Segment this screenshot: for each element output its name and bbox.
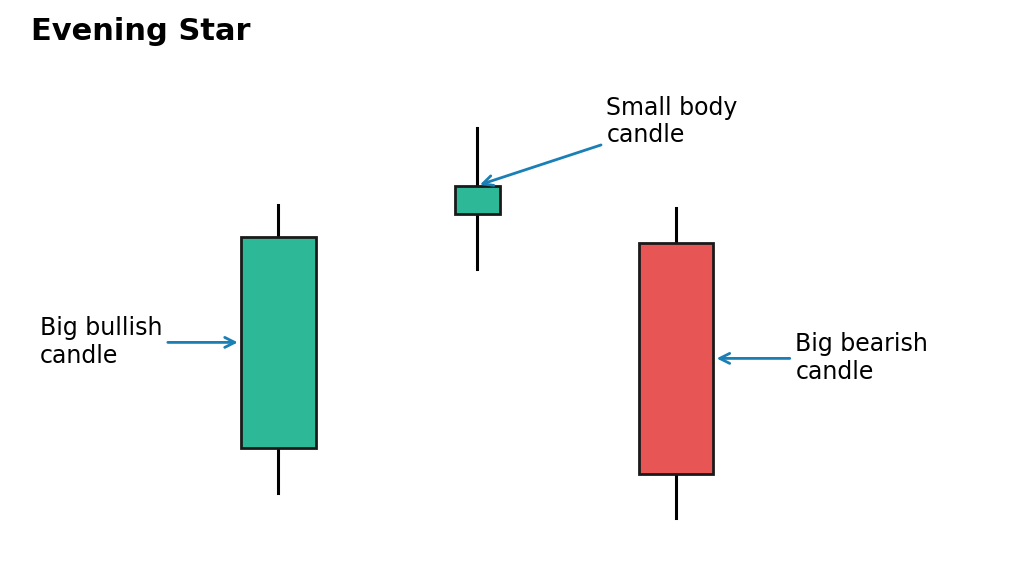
Text: Small body
candle: Small body candle — [482, 96, 738, 185]
Bar — [455, 185, 500, 214]
Text: Evening Star: Evening Star — [31, 17, 250, 46]
Bar — [639, 243, 714, 473]
Text: Big bullish
candle: Big bullish candle — [40, 316, 234, 368]
Text: Big bearish
candle: Big bearish candle — [720, 332, 928, 384]
Bar — [241, 237, 315, 448]
